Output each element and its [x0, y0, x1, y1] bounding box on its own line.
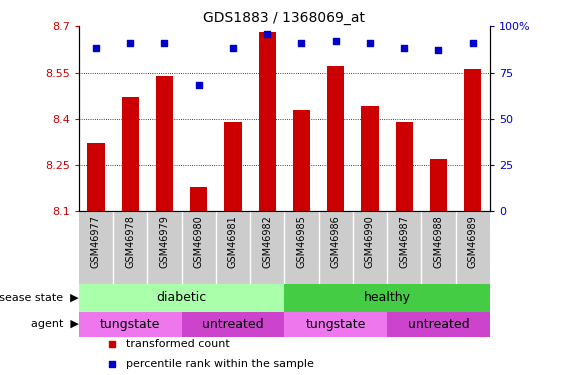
Bar [122, 97, 138, 211]
Point [365, 40, 374, 46]
Point [194, 82, 203, 88]
Text: percentile rank within the sample: percentile rank within the sample [126, 359, 314, 369]
Text: GSM46989: GSM46989 [468, 215, 477, 268]
Bar [464, 69, 481, 211]
Text: GSM46980: GSM46980 [194, 215, 204, 268]
Title: GDS1883 / 1368069_at: GDS1883 / 1368069_at [203, 11, 365, 25]
Point [126, 40, 135, 46]
Text: healthy: healthy [364, 291, 410, 304]
Text: tungstate: tungstate [100, 318, 160, 331]
Text: GSM46981: GSM46981 [228, 215, 238, 268]
Text: transformed count: transformed count [126, 339, 230, 350]
Bar [87, 144, 105, 211]
Point [297, 40, 306, 46]
Point [400, 45, 409, 51]
Bar [79, 284, 284, 312]
Point [160, 40, 169, 46]
Text: GSM46985: GSM46985 [297, 215, 306, 268]
Point [229, 45, 238, 51]
Point [331, 38, 340, 44]
Bar [327, 66, 344, 211]
Bar [430, 159, 447, 211]
Text: GSM46979: GSM46979 [159, 215, 169, 268]
Text: untreated: untreated [408, 318, 469, 331]
Bar [258, 32, 276, 211]
Point [468, 40, 477, 46]
Text: GSM46978: GSM46978 [125, 215, 135, 268]
Text: GSM46990: GSM46990 [365, 215, 375, 268]
Text: disease state  ▶: disease state ▶ [0, 293, 79, 303]
Bar [156, 76, 173, 211]
Text: GSM46977: GSM46977 [91, 215, 101, 268]
Point [107, 342, 116, 348]
Point [434, 47, 443, 53]
Bar [361, 106, 378, 211]
Bar [284, 312, 387, 337]
Text: agent  ▶: agent ▶ [31, 320, 79, 329]
Text: GSM46987: GSM46987 [399, 215, 409, 268]
Text: diabetic: diabetic [157, 291, 207, 304]
Text: tungstate: tungstate [306, 318, 366, 331]
Text: untreated: untreated [202, 318, 263, 331]
Bar [190, 187, 207, 211]
Bar [293, 110, 310, 211]
Bar [284, 284, 490, 312]
Bar [181, 312, 284, 337]
Text: GSM46982: GSM46982 [262, 215, 272, 268]
Point [263, 31, 272, 37]
Bar [225, 122, 242, 211]
Bar [396, 122, 413, 211]
Point [107, 361, 116, 367]
Text: GSM46988: GSM46988 [434, 215, 444, 268]
Bar [387, 312, 490, 337]
Text: GSM46986: GSM46986 [330, 215, 341, 268]
Bar [79, 312, 181, 337]
Point [91, 45, 100, 51]
